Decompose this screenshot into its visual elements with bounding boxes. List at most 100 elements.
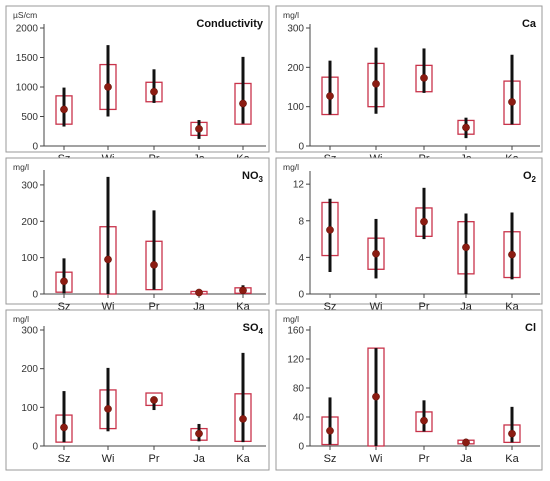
x-tick-label: Sz (58, 453, 71, 465)
panel-title: O2 (523, 170, 537, 184)
panel-title: Cl (525, 322, 536, 334)
y-tick-label: 0 (298, 142, 304, 153)
mean-marker-sz (60, 423, 68, 432)
panel-title-subscript: 3 (259, 175, 264, 184)
mean-marker-sz (326, 92, 334, 100)
panel-frame (275, 309, 543, 471)
y-tick-label: 8 (298, 216, 304, 227)
x-tick-label: Sz (324, 453, 337, 465)
x-tick-label: Wi (102, 453, 115, 465)
panel-title-main: Conductivity (196, 18, 263, 30)
panel-title-main: Cl (525, 322, 536, 334)
y-tick-label: 160 (287, 326, 304, 337)
mean-marker-wi (372, 249, 380, 258)
x-tick-label: Ka (236, 453, 250, 465)
y-tick-label: 1000 (16, 83, 39, 94)
mean-marker-wi (104, 405, 112, 413)
x-tick-label: Pr (419, 453, 430, 465)
mean-marker-pr (150, 396, 158, 404)
mean-marker-pr (420, 416, 428, 425)
mean-marker-pr (420, 74, 428, 82)
mean-marker-ja (195, 288, 203, 297)
unit-label: mg/l (13, 162, 29, 172)
x-tick-label: Pr (149, 301, 160, 313)
panel-conductivity: 0500100015002000SzWiPrJaKaµS/cmConductiv… (5, 5, 270, 165)
mean-marker-wi (104, 255, 112, 264)
panel-title-subscript: 4 (259, 327, 264, 336)
y-tick-label: 200 (287, 63, 304, 74)
y-tick-label: 500 (21, 112, 38, 123)
mean-marker-ka (508, 250, 516, 259)
x-tick-label: Pr (149, 453, 160, 465)
mean-marker-ka (508, 429, 516, 438)
y-tick-label: 0 (298, 290, 304, 301)
y-tick-label: 100 (21, 253, 38, 264)
mean-marker-wi (104, 83, 112, 91)
panel-title: Ca (522, 18, 537, 30)
mean-marker-sz (326, 426, 334, 435)
y-tick-label: 0 (298, 442, 304, 453)
mean-marker-sz (60, 277, 68, 286)
mean-marker-ka (239, 99, 247, 108)
panel-cl: 0 40 80 120 160 Sz Wi Pr Ja Ka mg/l Cl (275, 309, 543, 471)
panel-title-main: SO (243, 322, 259, 334)
mean-marker-ja (462, 438, 470, 447)
y-tick-label: 300 (21, 180, 38, 191)
x-tick-label: Ja (193, 453, 206, 465)
y-tick-label: 0 (32, 442, 38, 453)
mean-marker-ja (195, 125, 203, 133)
y-tick-label: 0 (32, 290, 38, 301)
unit-label: mg/l (283, 314, 299, 324)
x-tick-label: Ja (460, 453, 473, 465)
panel-title: SO4 (243, 322, 264, 336)
panel-title: NO3 (242, 170, 264, 184)
x-tick-label: Pr (419, 301, 430, 313)
mean-marker-sz (326, 226, 334, 234)
y-tick-label: 100 (287, 102, 304, 113)
panel-frame (5, 309, 270, 471)
panel-title-main: O (523, 170, 532, 182)
y-tick-label: 200 (21, 217, 38, 228)
panel-title: Conductivity (196, 18, 263, 30)
mean-marker-pr (420, 217, 428, 226)
panel-frame (5, 157, 270, 305)
y-tick-label: 300 (287, 24, 304, 35)
mean-marker-ka (239, 286, 247, 295)
mean-marker-sz (60, 105, 68, 114)
y-tick-label: 200 (21, 364, 38, 375)
panel-frame (5, 5, 270, 153)
y-tick-label: 1500 (16, 53, 39, 64)
unit-label: mg/l (283, 162, 299, 172)
unit-label: mg/l (13, 314, 29, 324)
mean-marker-wi (372, 80, 380, 88)
mean-marker-ja (462, 123, 470, 132)
y-tick-label: 100 (21, 403, 38, 414)
unit-label: mg/l (283, 10, 299, 20)
y-tick-label: 80 (293, 384, 305, 395)
mean-marker-ka (508, 98, 516, 106)
y-tick-label: 300 (21, 326, 38, 337)
y-tick-label: 0 (32, 142, 38, 153)
panel-frame (275, 5, 543, 153)
mean-marker-ja (462, 243, 470, 252)
panel-title-subscript: 2 (532, 175, 537, 184)
panel-frame (275, 157, 543, 305)
mean-marker-ja (195, 429, 203, 438)
mean-marker-ka (239, 415, 247, 423)
y-tick-label: 120 (287, 355, 304, 366)
mean-marker-pr (150, 87, 158, 96)
unit-label: µS/cm (13, 10, 37, 20)
panel-title-main: NO (242, 170, 259, 182)
x-tick-label: Wi (370, 453, 383, 465)
panel-title-main: Ca (522, 18, 537, 30)
mean-marker-wi (372, 392, 380, 401)
y-tick-label: 12 (293, 180, 305, 191)
panel-so: 0 100 200 300 Sz Wi Pr Ja Ka mg/l SO4 (5, 309, 270, 471)
x-tick-label: Ka (505, 453, 519, 465)
y-tick-label: 2000 (16, 24, 39, 35)
